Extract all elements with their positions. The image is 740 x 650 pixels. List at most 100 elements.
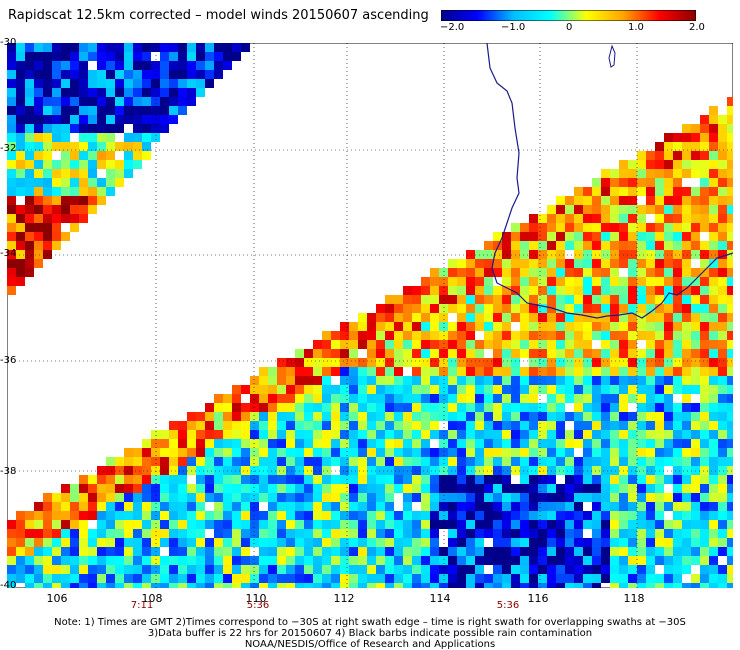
wind-cell [421,457,430,466]
wind-cell [79,160,88,169]
wind-cell [664,268,673,277]
wind-cell [556,241,565,250]
wind-cell [610,313,619,322]
wind-cell [583,331,592,340]
wind-cell [466,385,475,394]
wind-cell [664,286,673,295]
wind-cell [664,151,673,160]
wind-cell [538,574,547,583]
wind-cell [178,421,187,430]
wind-cell [664,448,673,457]
wind-cell [61,574,70,583]
wind-cell [151,97,160,106]
wind-cell [88,178,97,187]
wind-cell [664,520,673,529]
wind-cell [124,583,133,588]
wind-cell [376,340,385,349]
wind-cell [727,349,733,358]
wind-cell [7,565,16,574]
wind-cell [214,475,223,484]
wind-cell [106,70,115,79]
wind-cell [583,538,592,547]
wind-cell [241,484,250,493]
wind-cell [349,457,358,466]
wind-cell [205,70,214,79]
wind-cell [646,205,655,214]
wind-cell [718,187,727,196]
wind-cell [709,106,718,115]
wind-cell [682,358,691,367]
wind-cell [97,142,106,151]
wind-cell [25,151,34,160]
wind-cell [610,277,619,286]
wind-cell [331,565,340,574]
wind-cell [331,574,340,583]
wind-cell [169,511,178,520]
wind-cell [286,574,295,583]
wind-cell [709,448,718,457]
wind-cell [682,529,691,538]
wind-cell [619,439,628,448]
wind-cell [16,61,25,70]
wind-cell [511,259,520,268]
wind-cell [394,367,403,376]
wind-cell [502,313,511,322]
wind-cell [556,358,565,367]
wind-cell [637,241,646,250]
wind-cell [520,304,529,313]
wind-cell [376,322,385,331]
wind-cell [448,520,457,529]
wind-cell [475,385,484,394]
wind-cell [574,313,583,322]
wind-cell [286,547,295,556]
wind-cell [565,232,574,241]
wind-cell [637,493,646,502]
wind-cell [601,304,610,313]
wind-cell [664,187,673,196]
wind-cell [664,214,673,223]
wind-cell [718,466,727,475]
wind-cell [439,547,448,556]
wind-cell [349,574,358,583]
wind-cell [466,475,475,484]
wind-cell [529,358,538,367]
wind-cell [421,277,430,286]
wind-cell [646,232,655,241]
wind-cell [268,475,277,484]
wind-cell [601,196,610,205]
wind-cell [313,493,322,502]
wind-cell [628,214,637,223]
wind-cell [286,493,295,502]
wind-cell [7,178,16,187]
wind-cell [241,529,250,538]
wind-cell [592,187,601,196]
wind-cell [160,43,169,52]
wind-cell [16,250,25,259]
wind-cell [385,439,394,448]
wind-cell [43,169,52,178]
wind-cell [322,484,331,493]
wind-cell [493,322,502,331]
wind-cell [592,304,601,313]
wind-cell [142,574,151,583]
wind-cell [673,403,682,412]
wind-cell [682,196,691,205]
wind-cell [646,385,655,394]
wind-cell [70,106,79,115]
wind-cell [637,511,646,520]
wind-cell [466,565,475,574]
wind-cell [403,520,412,529]
wind-cell [232,466,241,475]
wind-cell [727,178,733,187]
wind-cell [538,412,547,421]
wind-cell [556,556,565,565]
wind-cell [709,520,718,529]
wind-cell [511,367,520,376]
wind-cell [214,448,223,457]
wind-cell [601,466,610,475]
wind-cell [52,52,61,61]
wind-cell [52,493,61,502]
wind-cell [466,367,475,376]
wind-cell [439,565,448,574]
wind-cell [34,52,43,61]
